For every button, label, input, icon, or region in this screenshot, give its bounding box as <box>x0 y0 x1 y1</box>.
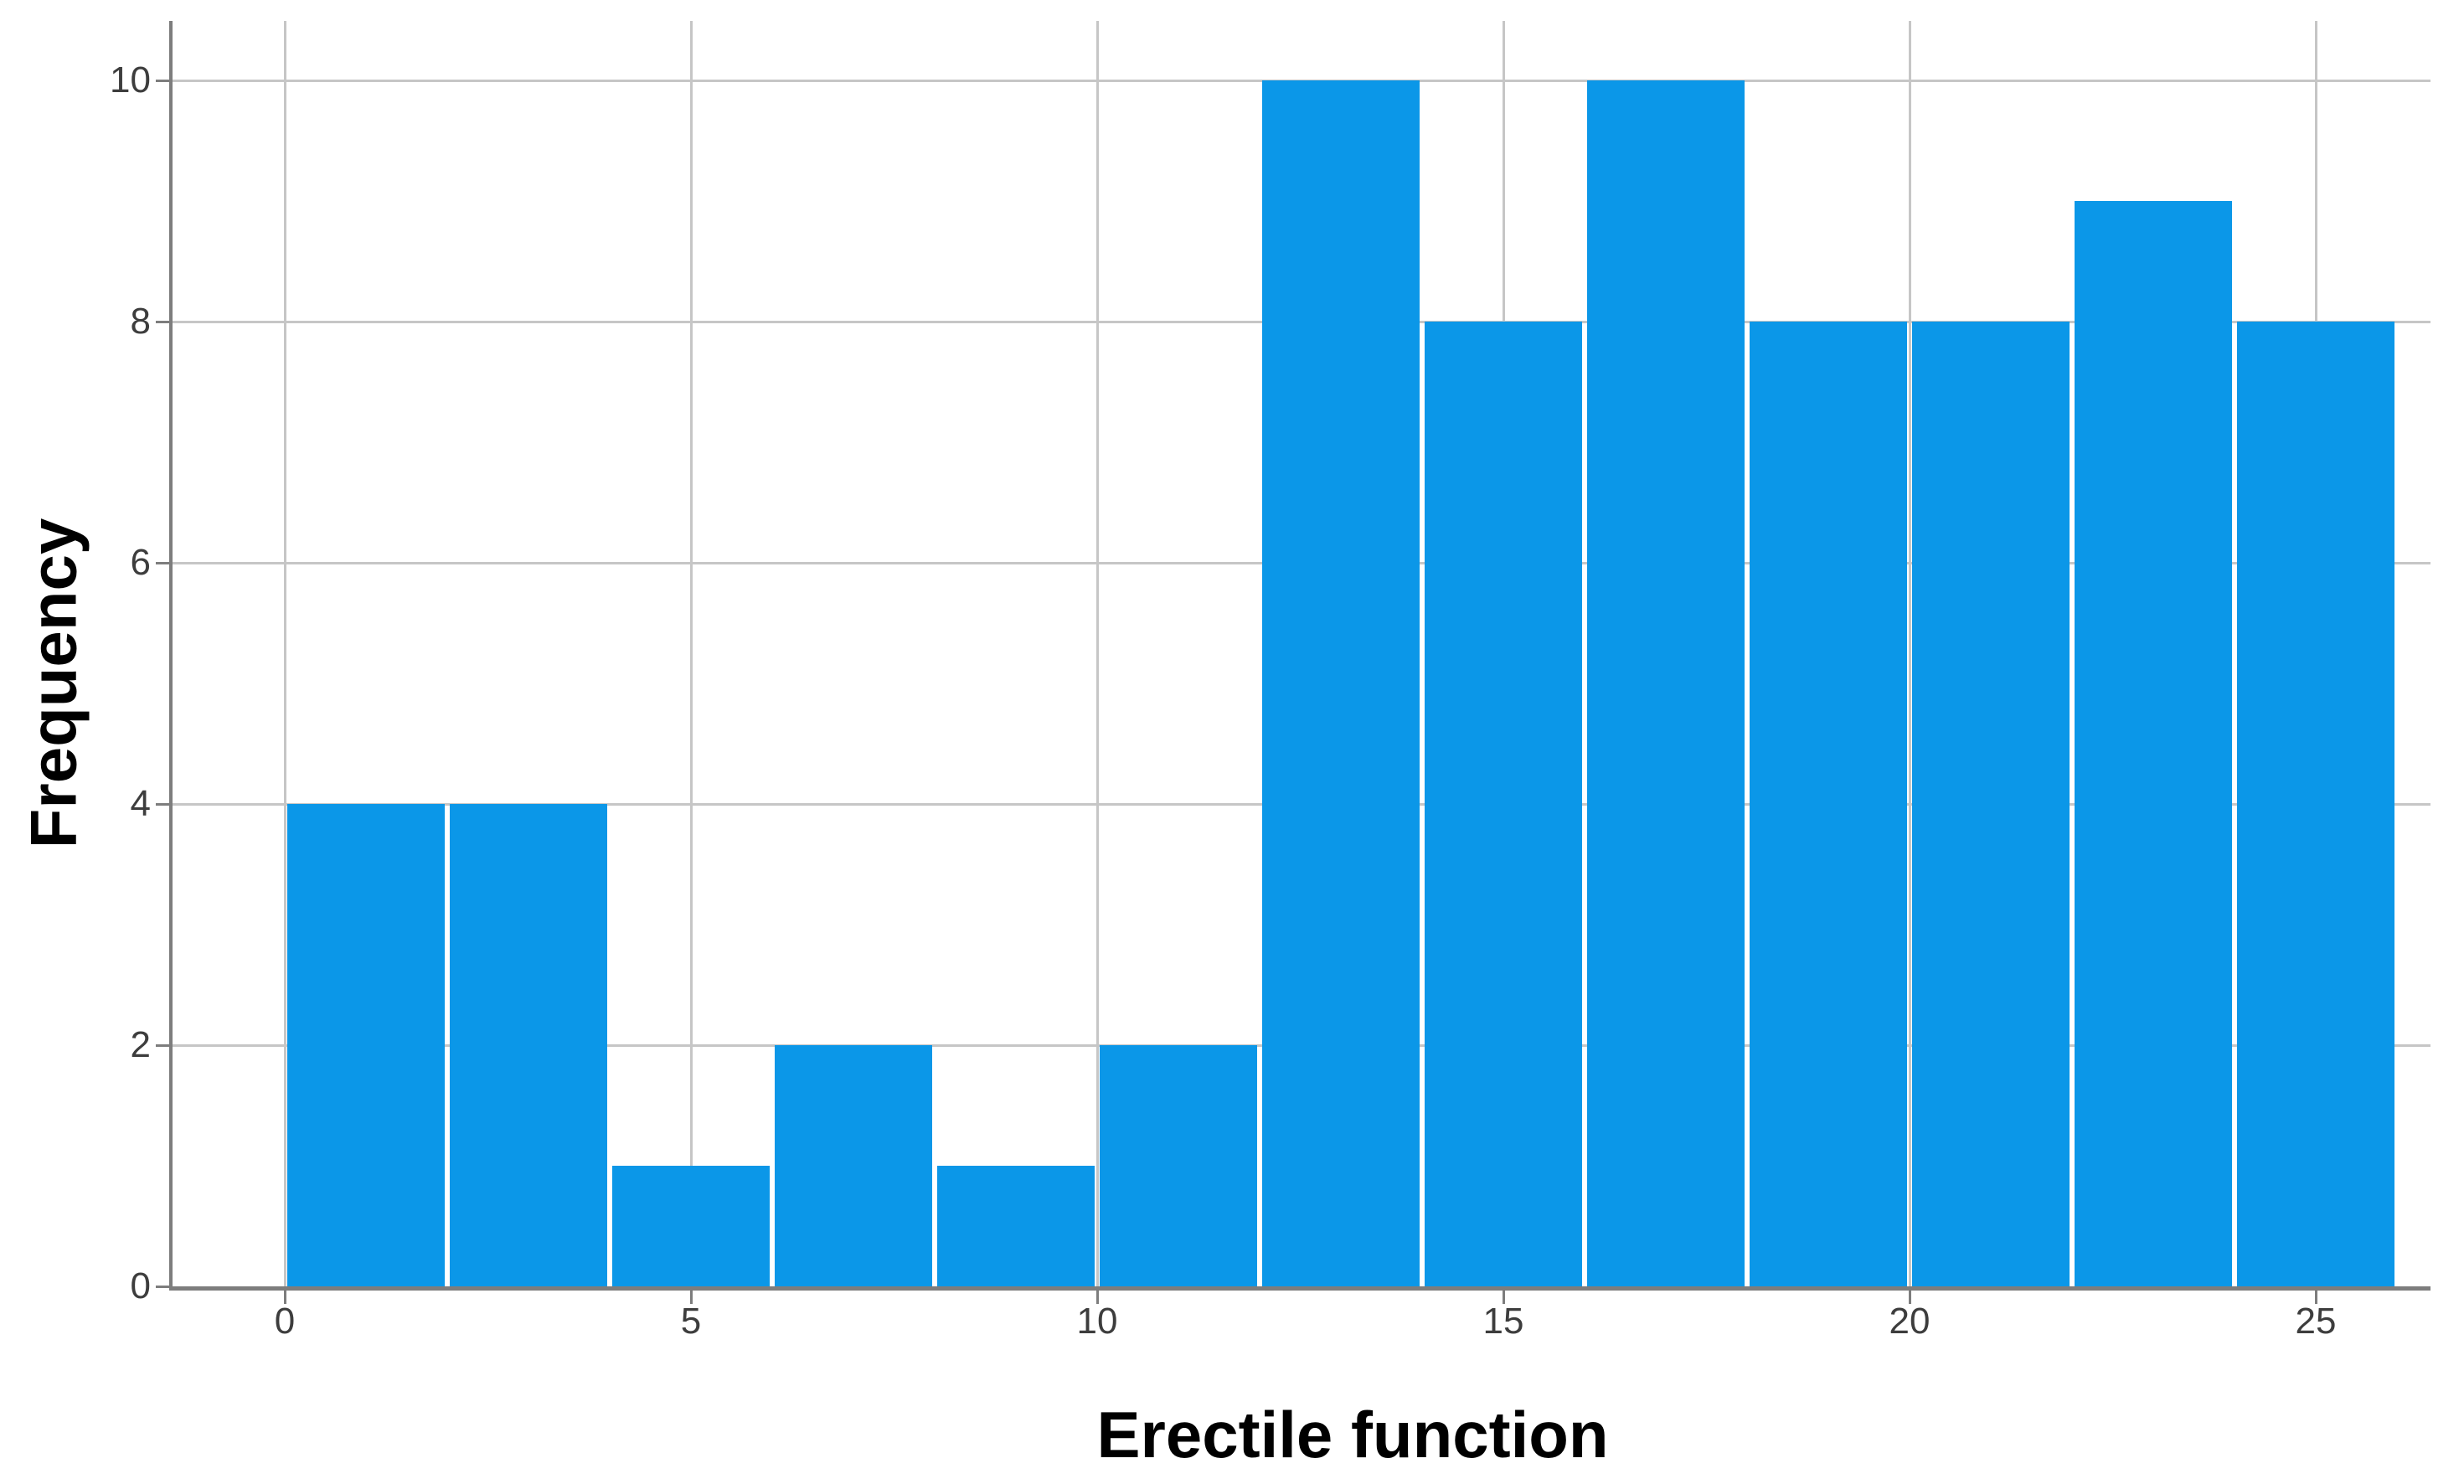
x-tick-label: 25 <box>2295 1301 2337 1342</box>
y-tick-label: 0 <box>130 1265 151 1306</box>
x-tick-mark <box>1502 1291 1505 1304</box>
x-axis-line <box>169 1286 2430 1291</box>
histogram-bar <box>287 804 445 1286</box>
v-gridline <box>1095 21 1099 1286</box>
x-tick-label: 20 <box>1889 1301 1930 1342</box>
x-tick-mark <box>1095 1291 1099 1304</box>
y-tick-mark <box>156 802 169 806</box>
histogram-bar <box>1262 80 1420 1286</box>
y-axis-title: Frequency <box>16 518 90 849</box>
v-gridline <box>1908 21 1911 1286</box>
y-tick-label: 2 <box>130 1024 151 1065</box>
y-tick-mark <box>156 1043 169 1047</box>
y-tick-label: 6 <box>130 542 151 583</box>
histogram-bar <box>450 804 607 1286</box>
histogram-bar <box>2237 322 2394 1286</box>
y-tick-label: 4 <box>130 783 151 824</box>
v-gridline <box>689 21 693 1286</box>
histogram-bar <box>1425 322 1582 1286</box>
x-tick-mark <box>2314 1291 2317 1304</box>
x-tick-mark <box>689 1291 693 1304</box>
x-tick-label: 0 <box>274 1301 296 1342</box>
histogram-bar <box>775 1045 932 1286</box>
histogram-bar <box>612 1166 770 1286</box>
x-tick-label: 15 <box>1482 1301 1524 1342</box>
y-tick-mark <box>156 79 169 82</box>
histogram-bar <box>1750 322 1907 1286</box>
y-tick-label: 8 <box>130 301 151 342</box>
histogram-bar <box>1587 80 1745 1286</box>
histogram-bar <box>1100 1045 1257 1286</box>
histogram-bar <box>1912 322 2070 1286</box>
histogram-bar <box>2075 201 2232 1286</box>
x-axis-title: Erectile function <box>1096 1398 1609 1471</box>
y-tick-mark <box>156 561 169 564</box>
y-axis-line <box>169 21 173 1291</box>
v-gridline <box>283 21 286 1286</box>
x-tick-mark <box>283 1291 286 1304</box>
histogram-bar <box>937 1166 1095 1286</box>
x-tick-label: 5 <box>680 1301 702 1342</box>
y-tick-mark <box>156 320 169 323</box>
x-tick-label: 10 <box>1076 1301 1118 1342</box>
y-tick-label: 10 <box>110 59 151 100</box>
y-tick-mark <box>156 1285 169 1288</box>
x-tick-mark <box>1908 1291 1911 1304</box>
